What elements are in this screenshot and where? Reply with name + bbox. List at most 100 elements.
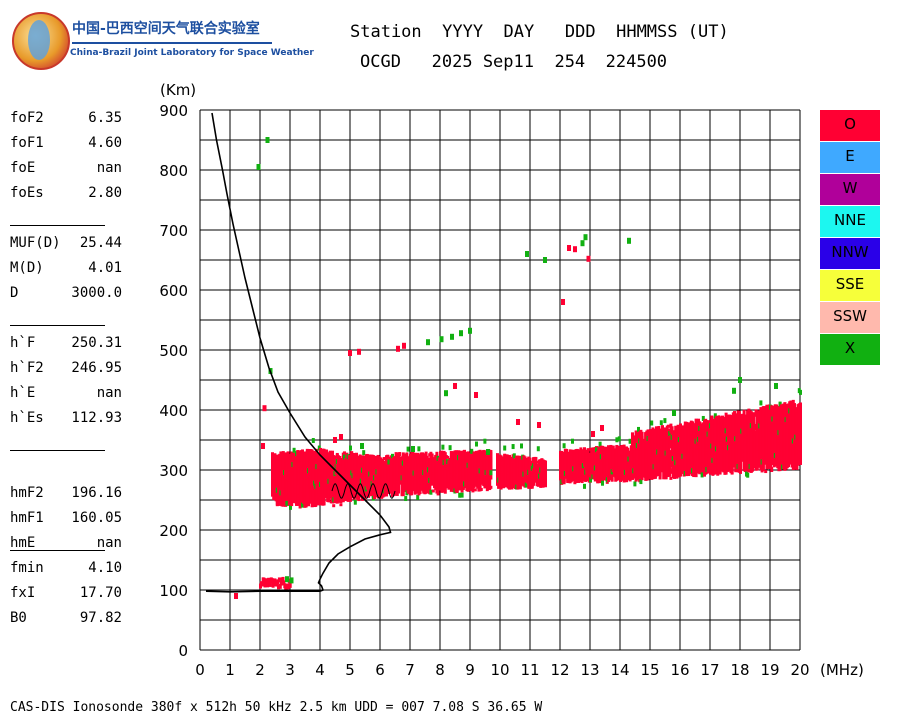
y-tick-label: 200 [159, 522, 188, 540]
o-trace-mark [443, 488, 447, 494]
o-trace-mark [413, 452, 417, 456]
es-trace-mark [268, 578, 271, 584]
x-trace-mark [615, 437, 619, 443]
param-value: 97.82 [79, 610, 122, 626]
param-label: h`E [10, 385, 36, 401]
x-trace-mark [441, 444, 445, 450]
o-trace-mark [544, 460, 547, 488]
o-trace-mark [479, 487, 483, 491]
o-trace-mark [586, 449, 590, 453]
es-trace-mark [277, 584, 280, 590]
o-trace-mark [382, 457, 386, 461]
param-label: hmF2 [10, 485, 44, 501]
o-trace-mark [460, 489, 464, 493]
o-trace-mark [657, 428, 661, 435]
legend-ssw: SSW [820, 302, 880, 333]
param-value: nan [96, 535, 122, 551]
param-fxi: fxI 17.70 [10, 585, 122, 601]
param-value: 112.93 [71, 410, 122, 426]
es-trace-mark [273, 578, 277, 584]
x-trace-mark [391, 453, 394, 459]
param-separator [10, 450, 105, 451]
param-fof1: foF1 4.60 [10, 135, 122, 151]
x-point [580, 240, 585, 247]
o-trace-mark [310, 497, 314, 508]
x-tick-label: 0 [195, 661, 205, 679]
o-trace-mark [518, 485, 522, 489]
x-trace-mark [601, 480, 604, 486]
o-trace-mark [753, 413, 757, 417]
lab-logo: 中国-巴西空间天气联合实验室 China-Brazil Joint Labora… [12, 12, 314, 72]
es-trace-mark [281, 576, 285, 582]
param-separator [10, 325, 105, 326]
o-point [600, 425, 604, 431]
x-point [360, 443, 364, 449]
es-trace-mark [278, 583, 282, 589]
x-tick-label: 1 [225, 661, 235, 679]
o-point [567, 245, 571, 251]
param-label: h`F [10, 335, 36, 351]
param-value: 25.44 [79, 235, 122, 251]
param-label: M(D) [10, 260, 44, 276]
param-h-f2: h`F2 246.95 [10, 360, 122, 376]
x-trace-mark [417, 446, 421, 452]
header-station-values: OCGD 2025 Sep11 254 224500 [360, 52, 668, 72]
param-separator [10, 550, 105, 551]
es-trace-mark [286, 584, 290, 590]
legend-nnw: NNW [820, 238, 880, 269]
o-point [262, 405, 267, 412]
o-trace-mark [799, 437, 802, 450]
es-trace-mark [263, 582, 267, 588]
x-trace-mark [289, 504, 292, 510]
o-trace-mark [605, 480, 609, 484]
o-trace-mark [799, 428, 802, 443]
o-trace-mark [579, 447, 583, 452]
y-tick-label: 0 [178, 642, 188, 660]
legend-nne: NNE [820, 206, 880, 237]
x-trace-mark [343, 454, 346, 460]
x-tick-label: 15 [640, 661, 659, 679]
o-point [591, 431, 595, 437]
o-trace-mark [799, 441, 802, 459]
es-trace-mark [270, 578, 274, 584]
electron-density-profile [205, 112, 392, 593]
y-tick-label: 800 [159, 162, 188, 180]
x-tick-label: 7 [405, 661, 415, 679]
o-trace-mark [412, 459, 416, 467]
x-tick-label: 17 [700, 661, 719, 679]
o-trace-mark [667, 428, 670, 477]
x-trace-mark [285, 500, 289, 506]
param-label: MUF(D) [10, 235, 61, 251]
param-value: 3000.0 [71, 285, 122, 301]
lab-logo-emblem [12, 12, 70, 70]
param-value: 4.10 [88, 560, 122, 576]
legend-w: W [820, 174, 880, 205]
param-fof2: foF2 6.35 [10, 110, 122, 126]
o-trace-mark [449, 451, 453, 461]
x-point [459, 330, 463, 337]
o-trace-mark [739, 458, 742, 468]
x-trace-mark [778, 401, 782, 407]
o-trace-mark [399, 460, 403, 464]
o-trace-mark [473, 488, 477, 492]
x-point [627, 237, 631, 244]
header-column-labels: Station YYYY DAY DDD HHMMSS (UT) [350, 22, 729, 42]
es-trace-mark [276, 579, 280, 585]
x-trace-mark [475, 441, 478, 447]
x-trace-mark [483, 438, 487, 444]
o-trace-mark [391, 458, 394, 468]
x-axis-label: (MHz) [820, 661, 864, 679]
o-trace-mark [505, 454, 509, 464]
o-trace-mark [539, 479, 543, 486]
o-trace-mark [443, 455, 447, 464]
param-label: foEs [10, 185, 44, 201]
param-label: fxI [10, 585, 36, 601]
param-m-d-: M(D) 4.01 [10, 260, 122, 276]
param-value: 4.01 [88, 260, 122, 276]
x-trace-mark [404, 496, 408, 502]
x-trace-mark [511, 444, 515, 450]
x-point [543, 257, 547, 263]
o-trace-mark [319, 496, 322, 500]
x-trace-mark [503, 445, 507, 451]
x-trace-mark [663, 418, 667, 424]
